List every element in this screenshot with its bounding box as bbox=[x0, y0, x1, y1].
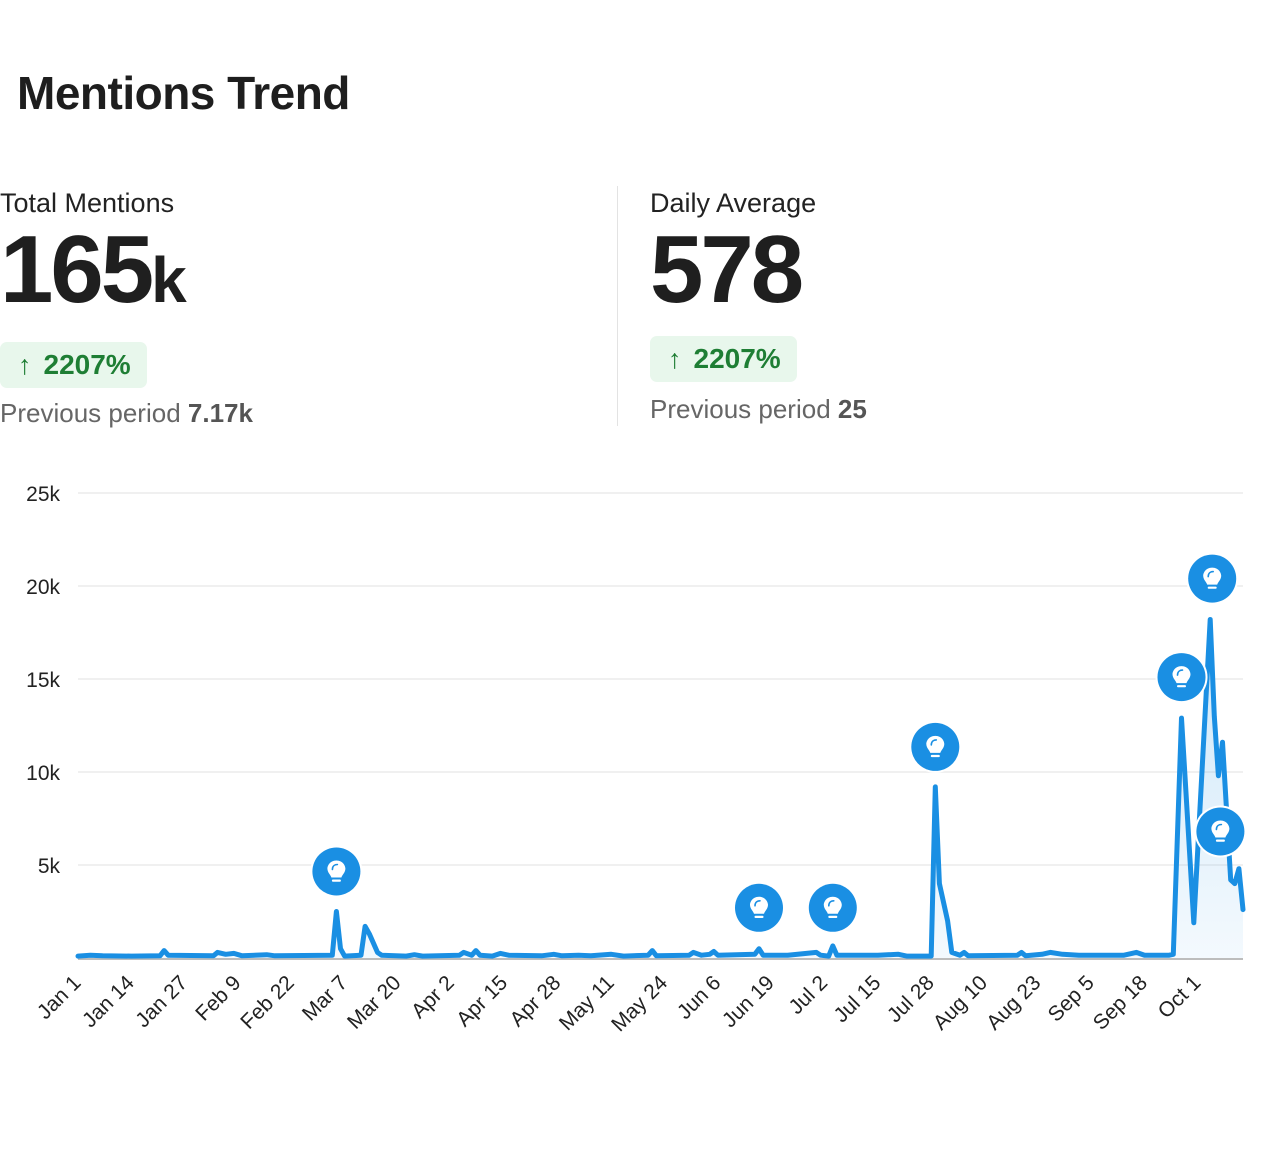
insight-marker[interactable] bbox=[1186, 552, 1239, 605]
lightbulb-icon bbox=[1211, 820, 1230, 842]
insight-marker[interactable] bbox=[909, 720, 962, 773]
previous-period: Previous period 25 bbox=[650, 394, 867, 425]
x-tick-label: Apr 28 bbox=[505, 971, 565, 1031]
stat-label: Total Mentions bbox=[0, 188, 175, 218]
x-tick-label: Feb 22 bbox=[236, 971, 299, 1034]
x-tick-label: May 24 bbox=[607, 971, 672, 1036]
x-tick-label: Jun 19 bbox=[718, 971, 779, 1032]
x-tick-label: Jul 2 bbox=[784, 971, 832, 1019]
previous-value: 25 bbox=[837, 394, 867, 424]
stat-number: 165 bbox=[0, 216, 154, 323]
change-value: 2207% bbox=[43, 349, 131, 380]
x-tick-label: Oct 1 bbox=[1154, 971, 1206, 1023]
stat-unit: k bbox=[151, 244, 187, 316]
stat-number: 578 bbox=[650, 216, 804, 323]
arrow-up-icon: ↑ bbox=[18, 349, 32, 380]
insight-marker[interactable] bbox=[310, 845, 363, 898]
insight-markers bbox=[310, 552, 1247, 934]
previous-period: Previous period 7.17k bbox=[0, 398, 253, 429]
insight-marker[interactable] bbox=[733, 881, 785, 934]
previous-label: Previous period bbox=[0, 398, 181, 428]
x-tick-label: Jul 15 bbox=[830, 971, 886, 1027]
insight-marker[interactable] bbox=[1194, 805, 1247, 858]
arrow-up-icon: ↑ bbox=[668, 343, 682, 374]
stat-total-mentions: Total Mentions 165k ↑ 2207% Previous per… bbox=[0, 186, 253, 429]
grid-lines bbox=[78, 492, 1243, 866]
x-tick-label: Apr 15 bbox=[452, 971, 512, 1031]
lightbulb-icon bbox=[1172, 666, 1191, 688]
y-tick-label: 20k bbox=[26, 576, 60, 599]
previous-value: 7.17k bbox=[187, 398, 253, 428]
insight-marker[interactable] bbox=[1155, 651, 1208, 704]
series-area bbox=[78, 619, 1243, 958]
stat-daily-average: Daily Average 578 ↑ 2207% Previous perio… bbox=[650, 186, 867, 425]
lightbulb-icon bbox=[750, 896, 768, 918]
page-title: Mentions Trend bbox=[17, 67, 350, 119]
stat-value: 165k bbox=[0, 222, 253, 328]
change-value: 2207% bbox=[693, 343, 781, 374]
x-tick-label: Jan 27 bbox=[131, 971, 192, 1032]
change-badge: ↑ 2207% bbox=[0, 342, 147, 388]
stats-divider bbox=[617, 186, 618, 426]
x-tick-label: Mar 20 bbox=[343, 971, 405, 1033]
lightbulb-icon bbox=[823, 896, 842, 918]
stat-label: Daily Average bbox=[650, 188, 817, 218]
stat-value: 578 bbox=[650, 222, 867, 328]
y-tick-label: 10k bbox=[26, 762, 60, 785]
lightbulb-icon bbox=[1203, 567, 1222, 589]
previous-label: Previous period bbox=[650, 394, 831, 424]
insight-marker[interactable] bbox=[806, 881, 859, 934]
lightbulb-icon bbox=[926, 735, 945, 758]
series-line-mentions bbox=[75, 617, 1246, 959]
x-tick-label: Aug 10 bbox=[929, 971, 992, 1034]
lightbulb-icon bbox=[327, 860, 346, 882]
y-tick-label: 25k bbox=[26, 483, 60, 506]
x-tick-label: Sep 18 bbox=[1089, 971, 1152, 1034]
y-tick-label: 15k bbox=[26, 669, 60, 692]
change-badge: ↑ 2207% bbox=[650, 336, 797, 382]
y-tick-label: 5k bbox=[38, 855, 61, 878]
x-tick-label: Jan 14 bbox=[78, 971, 139, 1032]
y-axis-ticks: 5k 10k 15k 20k 25k bbox=[26, 483, 60, 878]
x-tick-label: Aug 23 bbox=[982, 971, 1045, 1034]
x-tick-label: May 11 bbox=[555, 971, 619, 1035]
